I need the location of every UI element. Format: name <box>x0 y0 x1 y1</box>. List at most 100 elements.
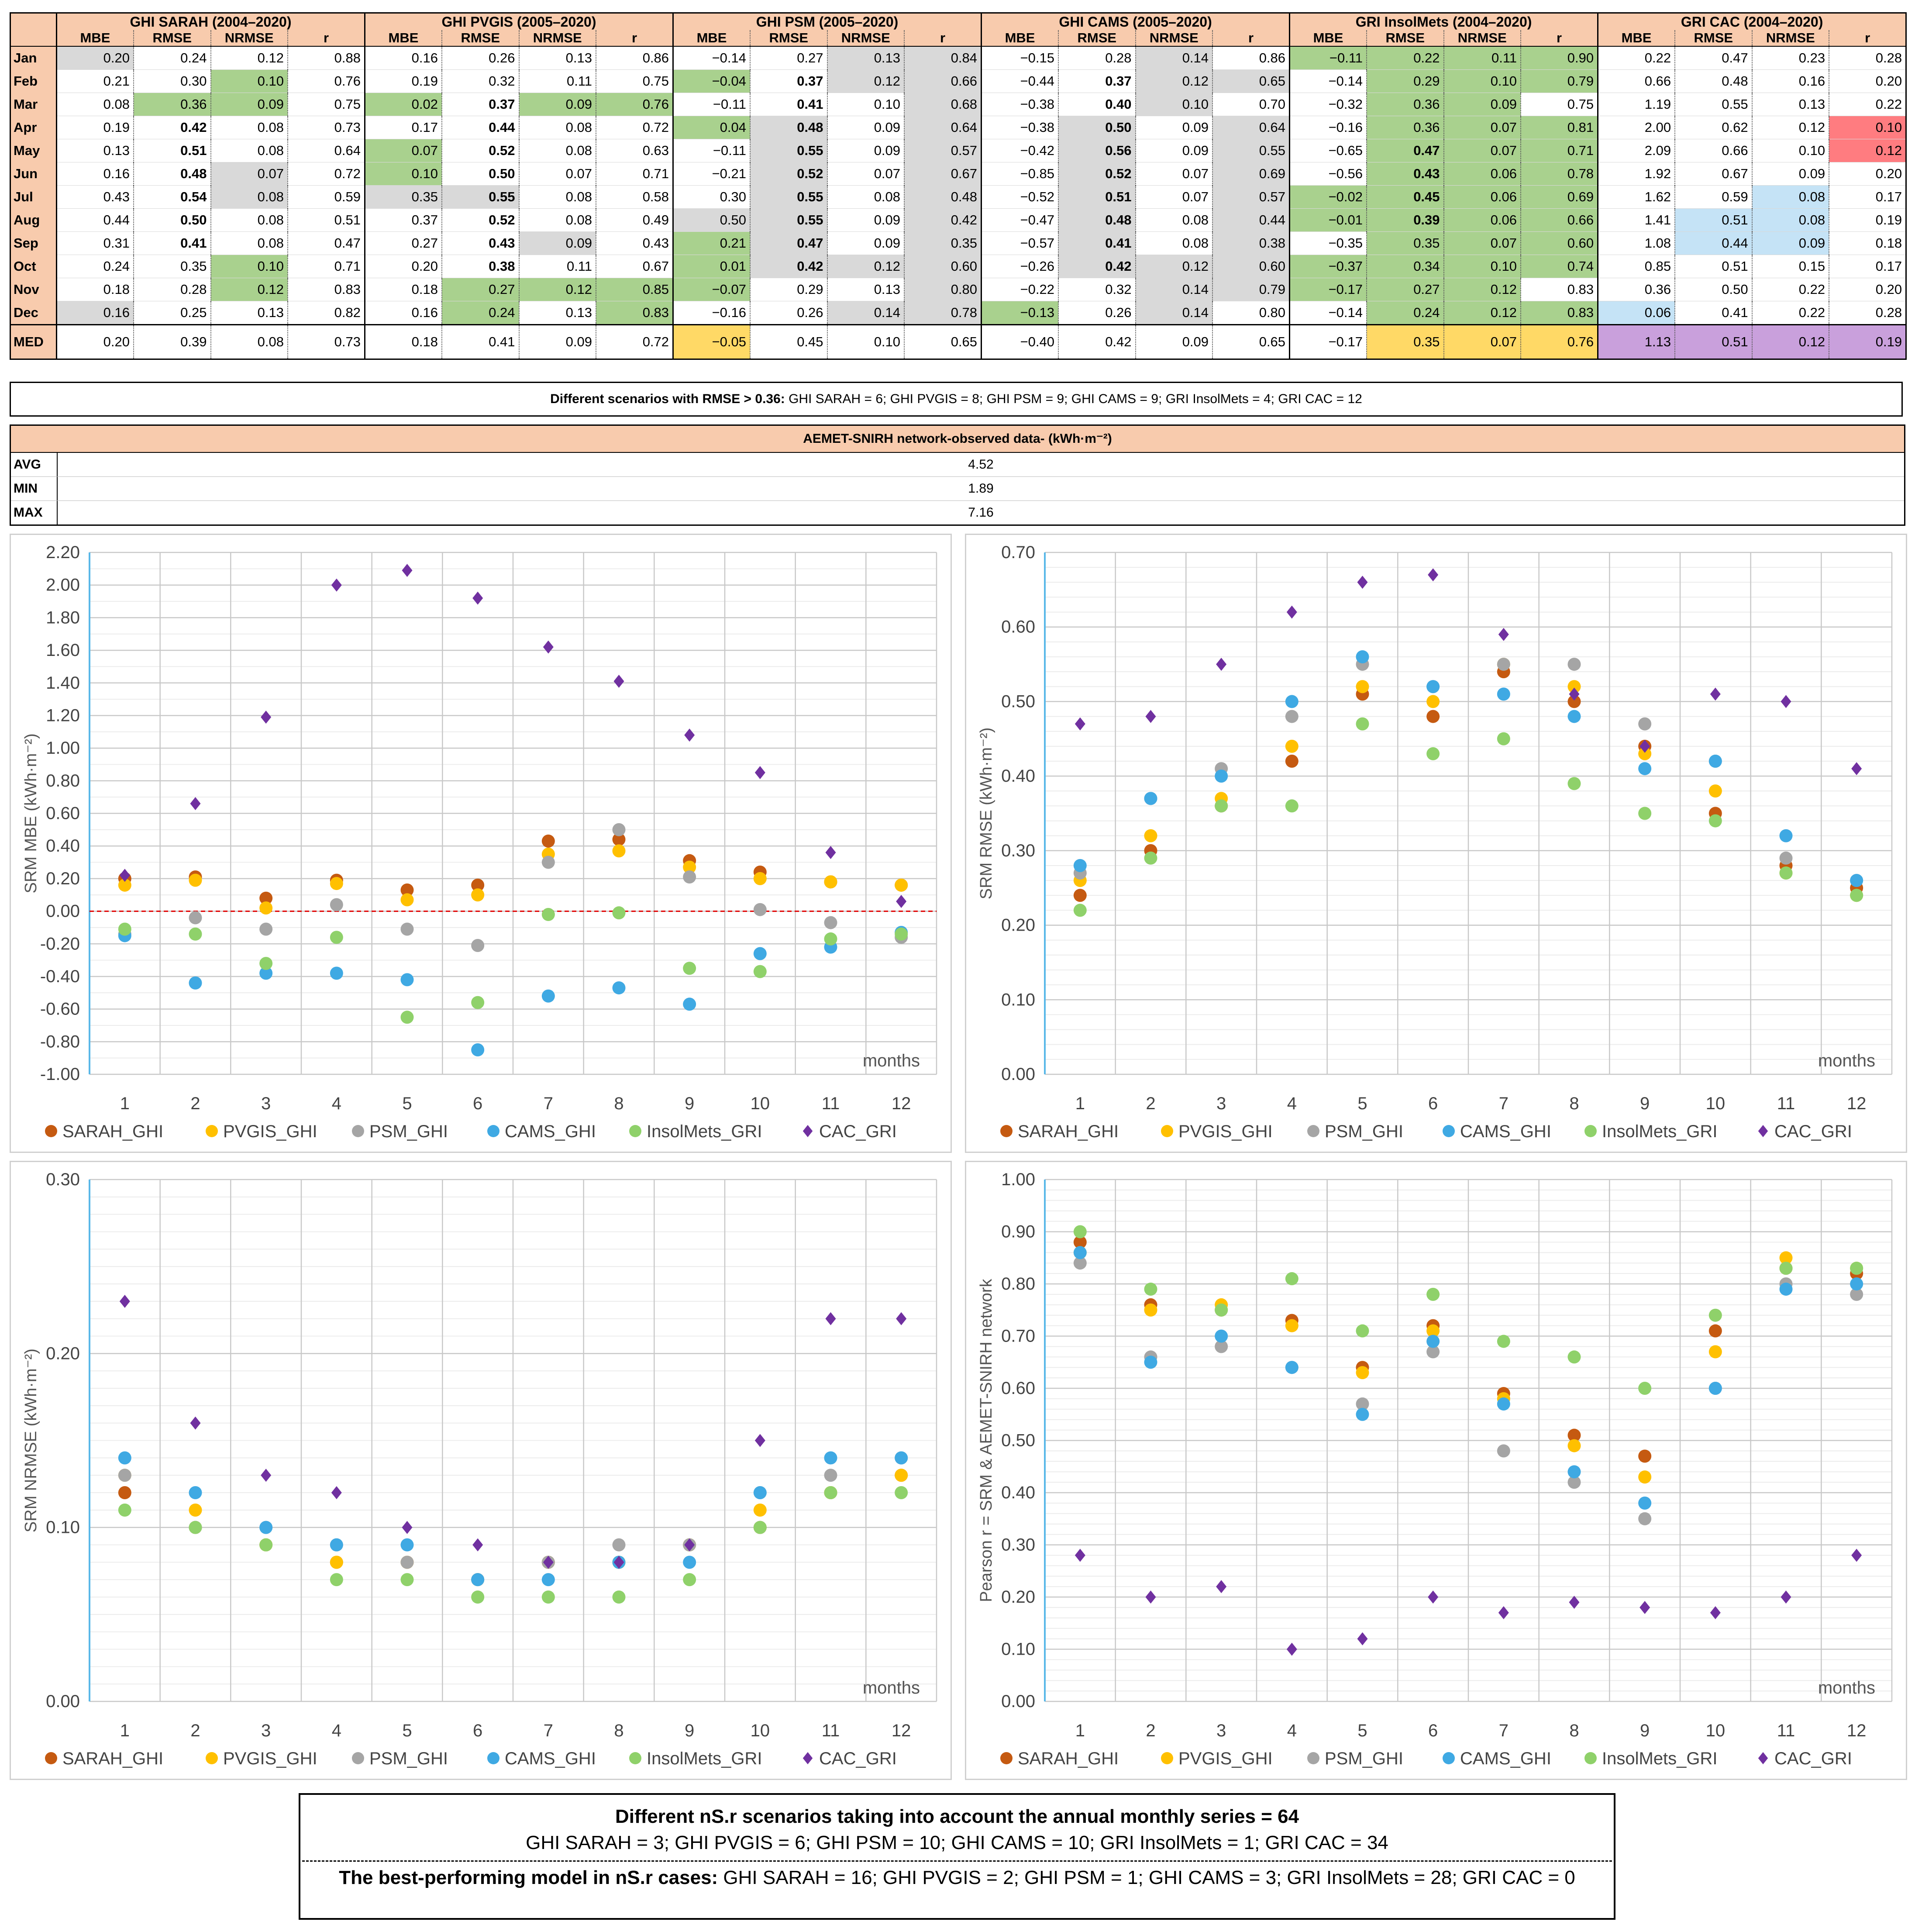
y-tick-label: 1.60 <box>46 641 80 660</box>
data-point <box>330 966 343 980</box>
data-point-diamond <box>402 1521 413 1534</box>
data-point <box>1285 1361 1298 1374</box>
legend-label: CAC_GRI <box>1774 1122 1852 1141</box>
data-point <box>1708 1345 1722 1359</box>
y-tick-label: 0.00 <box>46 1692 80 1711</box>
data-point <box>1144 792 1157 805</box>
data-point-diamond <box>684 1538 695 1552</box>
table-cell: 0.37 <box>1058 69 1136 93</box>
table-cell: 0.68 <box>904 93 982 116</box>
data-point <box>118 1503 131 1517</box>
table-cell: −0.38 <box>981 93 1059 116</box>
y-tick-label: 0.90 <box>1001 1222 1035 1242</box>
mbe-chart: -1.00 -0.80 -0.60 -0.40 -0.20 0.00 0.20 0.40 0.6… <box>10 534 952 1153</box>
legend-label: CAMS_GHI <box>1460 1749 1551 1768</box>
table-cell: 0.13 <box>210 301 288 325</box>
table-cell: 0.34 <box>1367 255 1444 278</box>
data-point <box>1356 1397 1369 1411</box>
table-cell: 2.09 <box>1597 139 1676 162</box>
legend-label: InsolMets_GRI <box>647 1749 762 1768</box>
table-metric-header: NRMSE <box>827 30 905 47</box>
table-cell: 0.08 <box>519 116 596 139</box>
data-point <box>1708 755 1722 768</box>
data-point <box>1638 717 1652 731</box>
x-tick-label: 5 <box>1357 1721 1367 1740</box>
data-point <box>471 938 485 952</box>
data-point <box>1638 1512 1652 1525</box>
y-tick-label: 0.50 <box>1001 1431 1035 1450</box>
table-cell: 0.69 <box>1521 185 1598 209</box>
table-cell: 0.17 <box>364 116 442 139</box>
legend-label: PVGIS_GHI <box>223 1122 317 1141</box>
nsr-best-line: The best-performing model in nS.r cases:… <box>300 1862 1614 1894</box>
data-point <box>1215 769 1228 783</box>
table-cell: 0.18 <box>56 278 134 301</box>
table-metric-header: r <box>1520 30 1598 47</box>
y-tick-label: -1.00 <box>40 1065 80 1084</box>
data-point <box>541 1573 555 1587</box>
table-metric-header: RMSE <box>1674 30 1752 47</box>
y-tick-label: 2.20 <box>46 543 80 562</box>
table-cell: 0.08 <box>1135 231 1213 255</box>
y-tick-label: 0.80 <box>46 771 80 790</box>
y-tick-label: 1.20 <box>46 706 80 725</box>
table-cell: 0.80 <box>1212 301 1290 325</box>
y-tick-labels: 0.00 0.10 0.20 0.30 0.40 0.50 0.60 0.70 <box>1001 543 1035 1084</box>
table-cell: 0.76 <box>1521 324 1598 360</box>
data-point-diamond <box>190 1416 201 1430</box>
table-cell: 0.14 <box>827 301 905 325</box>
table-cell: 0.52 <box>750 162 828 186</box>
table-cell: 0.38 <box>1212 231 1290 255</box>
series-CAC_GRI <box>119 564 907 908</box>
table-cell: 0.62 <box>1675 116 1753 139</box>
data-point <box>753 947 767 960</box>
table-cell: 0.12 <box>1752 116 1830 139</box>
data-point <box>1497 1444 1510 1458</box>
nrmse-chart-svg: 0.000.100.200.301 2 3 4 5 6 7 8 9 10 11 12monthsSRM… <box>22 1170 937 1768</box>
data-point <box>612 1590 626 1604</box>
table-cell: 0.65 <box>1212 324 1290 360</box>
table-cell: 0.22 <box>1752 278 1830 301</box>
table-cell: 0.26 <box>442 46 520 70</box>
table-cell: −0.52 <box>981 185 1059 209</box>
table-cell: 0.19 <box>364 69 442 93</box>
y-tick-label: 0.40 <box>1001 1483 1035 1502</box>
table-cell: 0.86 <box>1212 46 1290 70</box>
legend-marker <box>1000 1125 1013 1137</box>
table-cell: 0.60 <box>1521 231 1598 255</box>
data-point <box>1638 1382 1652 1395</box>
table-row: MED 0.20 0.39 0.08 0.73 0.18 0.41 0.09 0.72 −0.05… <box>10 324 1907 360</box>
legend-label: InsolMets_GRI <box>1602 1749 1718 1768</box>
table-cell: 0.44 <box>442 116 520 139</box>
y-tick-labels: 0.00 0.10 0.20 0.30 0.40 0.50 0.60 0.70 0.80 0.90… <box>1001 1170 1035 1711</box>
data-point <box>189 1503 202 1517</box>
data-point <box>1215 1303 1228 1317</box>
data-point <box>259 966 273 980</box>
data-point-diamond <box>1357 1632 1368 1646</box>
observed-data-title: AEMET-SNIRH network-observed data- (kWh·… <box>11 426 1904 453</box>
x-tick-label: 2 <box>1146 1721 1155 1740</box>
table-cell: 0.35 <box>364 185 442 209</box>
data-point <box>1779 1282 1793 1296</box>
table-cell: 0.08 <box>519 139 596 162</box>
data-point <box>1567 1465 1581 1479</box>
x-tick-label: 4 <box>1287 1721 1297 1740</box>
table-cell: 0.14 <box>1135 301 1213 325</box>
table-cell: 0.55 <box>750 185 828 209</box>
data-point <box>189 1486 202 1499</box>
legend-marker <box>1000 1752 1013 1764</box>
x-tick-label: 5 <box>402 1094 412 1113</box>
x-tick-label: 10 <box>751 1094 770 1113</box>
data-point <box>1638 807 1652 820</box>
y-tick-label: 0.00 <box>1001 1692 1035 1711</box>
x-tick-label: 3 <box>261 1094 271 1113</box>
y-axis-label: SRM RMSE (kWh·m⁻²) <box>977 728 995 900</box>
data-point <box>1497 732 1510 745</box>
table-cell: 0.06 <box>1443 208 1522 232</box>
legend-marker <box>1584 1752 1597 1764</box>
table-cell: 0.41 <box>1058 231 1136 255</box>
table-cell: 0.80 <box>904 278 982 301</box>
data-point-diamond <box>613 1556 624 1569</box>
table-cell: 0.17 <box>1829 255 1907 278</box>
table-cell: 0.39 <box>134 324 211 360</box>
